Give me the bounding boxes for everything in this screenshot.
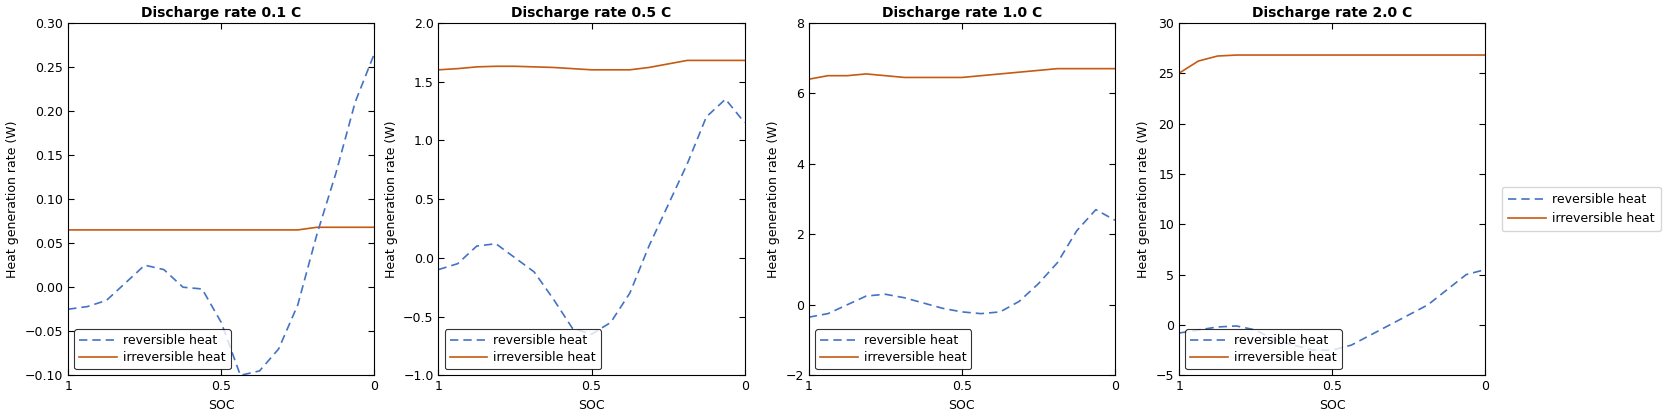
Legend: reversible heat, irreversible heat: reversible heat, irreversible heat <box>815 329 971 369</box>
X-axis label: SOC: SOC <box>949 399 976 412</box>
Legend: reversible heat, irreversible heat: reversible heat, irreversible heat <box>75 329 231 369</box>
Legend: reversible heat, irreversible heat: reversible heat, irreversible heat <box>1502 186 1661 232</box>
X-axis label: SOC: SOC <box>578 399 605 412</box>
Legend: reversible heat, irreversible heat: reversible heat, irreversible heat <box>1185 329 1342 369</box>
X-axis label: SOC: SOC <box>1318 399 1345 412</box>
Legend: reversible heat, irreversible heat: reversible heat, irreversible heat <box>444 329 602 369</box>
Y-axis label: Heat generation rate (W): Heat generation rate (W) <box>767 120 780 278</box>
Title: Discharge rate 2.0 C: Discharge rate 2.0 C <box>1252 6 1412 20</box>
Title: Discharge rate 0.1 C: Discharge rate 0.1 C <box>140 6 301 20</box>
Title: Discharge rate 0.5 C: Discharge rate 0.5 C <box>511 6 672 20</box>
Y-axis label: Heat generation rate (W): Heat generation rate (W) <box>7 120 20 278</box>
Y-axis label: Heat generation rate (W): Heat generation rate (W) <box>384 120 398 278</box>
Title: Discharge rate 1.0 C: Discharge rate 1.0 C <box>882 6 1043 20</box>
X-axis label: SOC: SOC <box>207 399 234 412</box>
Y-axis label: Heat generation rate (W): Heat generation rate (W) <box>1138 120 1150 278</box>
